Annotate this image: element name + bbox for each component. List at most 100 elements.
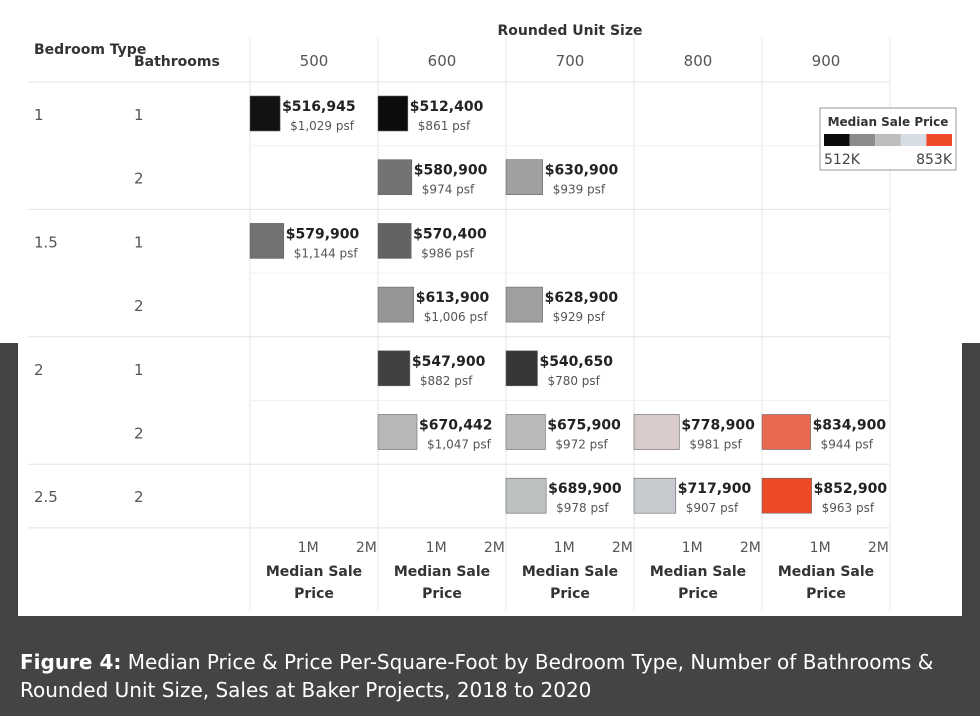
axis-tick-label: 1M	[426, 540, 447, 556]
price-bar	[377, 414, 418, 450]
legend-min-label: 512K	[824, 152, 861, 168]
legend-swatch	[849, 134, 876, 146]
psf-label: $978 psf	[556, 501, 609, 515]
column-header-700: 700	[556, 52, 585, 70]
column-header-500: 500	[300, 52, 329, 70]
psf-label: $780 psf	[547, 374, 600, 388]
psf-label: $907 psf	[686, 501, 739, 515]
psf-label: $929 psf	[553, 310, 606, 324]
price-bar	[761, 414, 811, 450]
psf-label: $1,047 psf	[427, 438, 492, 452]
legend-title: Median Sale Price	[828, 115, 949, 129]
price-bar	[761, 477, 812, 514]
axis-tick-label: 1M	[298, 540, 319, 556]
chart-title: Rounded Unit Size	[498, 23, 643, 39]
bathrooms-label: 1	[134, 106, 144, 124]
axis-title-line2: Price	[550, 586, 590, 602]
bathrooms-label: 2	[134, 425, 144, 443]
price-label: $580,900	[414, 163, 488, 179]
column-header-900: 900	[812, 52, 841, 70]
axis-tick-label: 1M	[554, 540, 575, 556]
figure-caption: Figure 4: Median Price & Price Per-Squar…	[20, 648, 960, 704]
psf-label: $1,006 psf	[424, 310, 489, 324]
price-label: $516,945	[282, 99, 356, 115]
axis-tick-label: 2M	[612, 540, 633, 556]
price-label: $689,900	[548, 481, 622, 497]
price-label: $670,442	[419, 418, 493, 434]
bathrooms-label: 2	[134, 170, 144, 188]
price-label: $630,900	[545, 163, 619, 179]
axis-title-line1: Median Sale	[650, 564, 746, 580]
column-header-800: 800	[684, 52, 713, 70]
axis-title-line2: Price	[678, 586, 718, 602]
price-bar	[505, 477, 547, 514]
price-bar	[249, 95, 281, 132]
axis-tick-label: 1M	[682, 540, 703, 556]
price-bar	[505, 286, 543, 323]
legend-swatch	[824, 134, 850, 146]
psf-label: $972 psf	[555, 438, 608, 452]
legend-swatch	[875, 134, 901, 146]
psf-label: $882 psf	[420, 374, 473, 388]
bathrooms-label: 1	[134, 361, 144, 379]
bathrooms-label: 2	[134, 297, 144, 315]
price-label: $717,900	[678, 481, 752, 497]
axis-title-line1: Median Sale	[778, 564, 874, 580]
bedroom-label: 1	[34, 106, 44, 124]
axis-title-line1: Median Sale	[394, 564, 490, 580]
row-header-bedroom: Bedroom Type	[34, 42, 146, 58]
column-header-600: 600	[428, 52, 457, 70]
price-label: $547,900	[412, 354, 486, 370]
bedroom-label: 2	[34, 361, 44, 379]
row-header-bathrooms: Bathrooms	[134, 54, 220, 70]
price-label: $852,900	[814, 481, 888, 497]
price-bar	[633, 477, 677, 514]
price-label: $579,900	[286, 226, 360, 242]
psf-label: $944 psf	[821, 438, 874, 452]
caption-label: Figure 4:	[20, 650, 122, 674]
psf-label: $861 psf	[418, 119, 471, 133]
price-label: $570,400	[413, 226, 487, 242]
price-bar	[377, 159, 413, 195]
price-bar	[505, 159, 544, 195]
legend-max-label: 853K	[916, 152, 953, 168]
legend-swatch	[926, 134, 952, 146]
bathrooms-label: 2	[134, 488, 144, 506]
price-bar	[377, 223, 412, 259]
price-bar	[633, 414, 680, 450]
psf-label: $981 psf	[689, 438, 742, 452]
psf-label: $1,029 psf	[290, 119, 355, 133]
axis-title-line1: Median Sale	[522, 564, 618, 580]
price-label: $628,900	[545, 290, 619, 306]
axis-title-line1: Median Sale	[266, 564, 362, 580]
axis-tick-label: 2M	[356, 540, 377, 556]
price-label: $540,650	[539, 354, 613, 370]
price-bar	[505, 350, 538, 387]
caption-text: Median Price & Price Per-Square-Foot by …	[20, 650, 934, 702]
chart-panel: Rounded Unit Size Bedroom Type Bathrooms 50…	[18, 0, 962, 616]
psf-label: $986 psf	[421, 246, 474, 260]
price-bar	[249, 223, 285, 259]
price-label: $834,900	[813, 418, 887, 434]
psf-label: $974 psf	[422, 183, 475, 197]
axis-tick-label: 2M	[740, 540, 761, 556]
psf-label: $939 psf	[553, 183, 606, 197]
axis-tick-label: 1M	[810, 540, 831, 556]
psf-label: $963 psf	[822, 501, 875, 515]
axis-tick-label: 2M	[868, 540, 889, 556]
price-label: $675,900	[547, 418, 621, 434]
price-bar	[377, 95, 409, 132]
price-bar	[505, 414, 546, 450]
price-label: $512,400	[410, 99, 484, 115]
psf-label: $1,144 psf	[294, 246, 359, 260]
axis-title-line2: Price	[806, 586, 846, 602]
price-label: $778,900	[681, 418, 755, 434]
price-bar	[377, 350, 411, 387]
axis-tick-label: 2M	[484, 540, 505, 556]
bedroom-label: 1.5	[34, 233, 58, 251]
bathrooms-label: 1	[134, 233, 144, 251]
axis-title-line2: Price	[294, 586, 334, 602]
bedroom-label: 2.5	[34, 488, 58, 506]
price-label: $613,900	[416, 290, 490, 306]
